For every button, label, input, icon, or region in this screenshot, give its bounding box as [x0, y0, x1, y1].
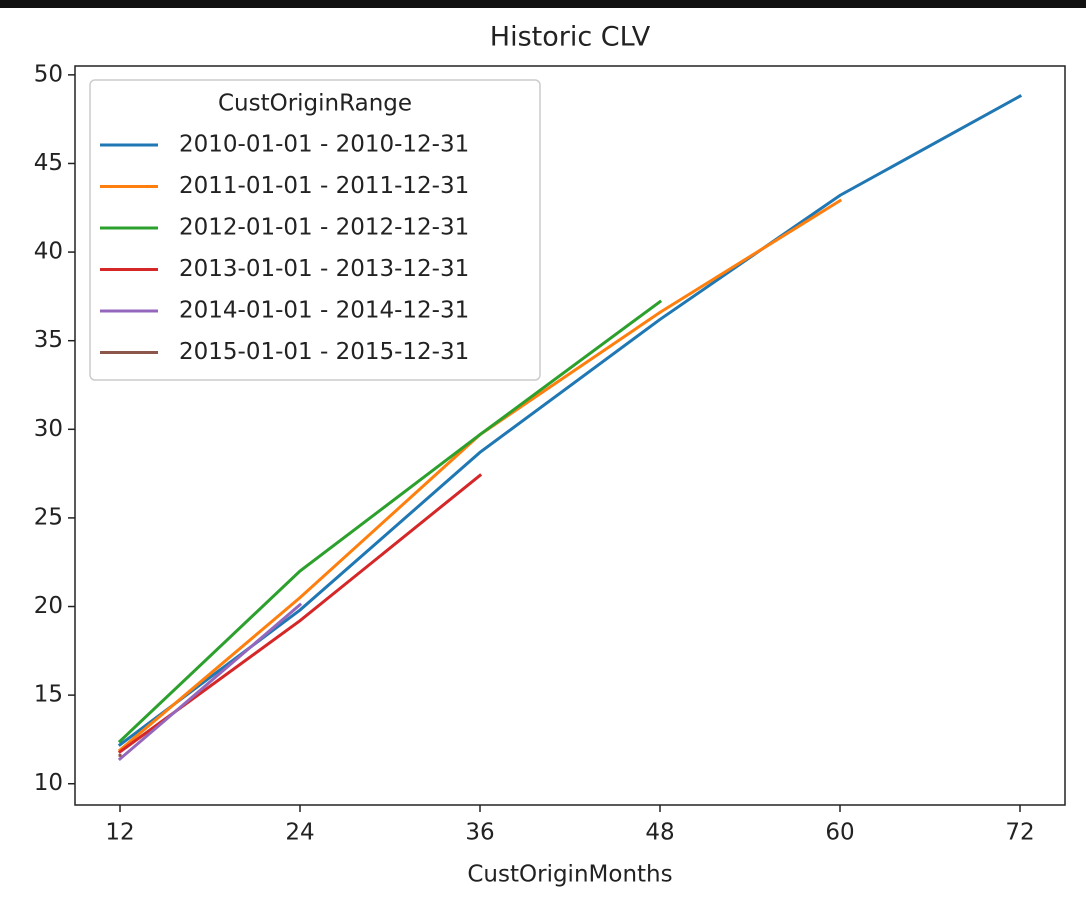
legend-label: 2014-01-01 - 2014-12-31 [179, 298, 469, 324]
chart-title: Historic CLV [490, 22, 651, 53]
legend-label: 2015-01-01 - 2015-12-31 [179, 339, 469, 365]
x-tick-label: 24 [285, 820, 314, 846]
x-tick-label: 36 [465, 820, 494, 846]
legend-label: 2011-01-01 - 2011-12-31 [179, 173, 469, 199]
plot-area [74, 65, 1066, 806]
y-tick-label: 25 [34, 504, 63, 530]
y-tick-label: 40 [34, 239, 63, 265]
x-axis-label: CustOriginMonths [467, 862, 672, 888]
legend-title: CustOriginRange [218, 91, 412, 117]
series-line [117, 602, 303, 762]
y-tick-label: 45 [34, 150, 63, 176]
legend-label: 2013-01-01 - 2013-12-31 [179, 256, 469, 282]
top-bar [0, 0, 1086, 8]
legend-label: 2010-01-01 - 2010-12-31 [179, 132, 469, 158]
y-tick-label: 50 [34, 61, 63, 87]
x-tick-label: 72 [1005, 820, 1034, 846]
x-tick-label: 60 [825, 820, 854, 846]
series-line [117, 473, 483, 754]
series-line [117, 94, 1023, 747]
y-tick-label: 10 [34, 770, 63, 796]
y-tick-label: 30 [34, 416, 63, 442]
y-tick-label: 35 [34, 327, 63, 353]
y-tick-label: 15 [34, 682, 63, 708]
legend-box [89, 79, 541, 381]
y-tick-label: 20 [34, 593, 63, 619]
x-tick-label: 48 [645, 820, 674, 846]
x-tick-label: 12 [105, 820, 134, 846]
legend-label: 2012-01-01 - 2012-12-31 [179, 215, 469, 241]
series-line [117, 299, 663, 744]
